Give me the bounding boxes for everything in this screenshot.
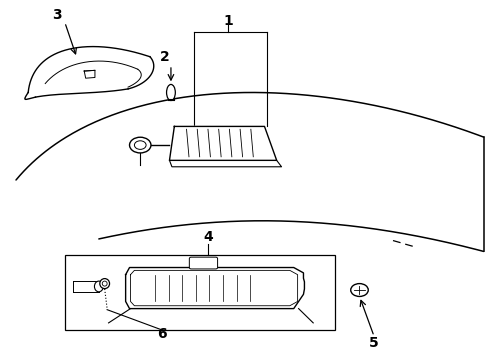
Circle shape (351, 284, 368, 296)
Text: 6: 6 (157, 327, 167, 341)
Ellipse shape (100, 279, 110, 289)
Bar (65, 255, 335, 330)
Polygon shape (170, 160, 282, 167)
Text: 3: 3 (52, 8, 62, 22)
FancyBboxPatch shape (189, 257, 218, 269)
Text: 5: 5 (369, 336, 379, 350)
Circle shape (129, 137, 151, 153)
Text: 1: 1 (223, 14, 233, 28)
Polygon shape (125, 267, 304, 309)
Text: 4: 4 (203, 230, 213, 244)
Ellipse shape (95, 281, 103, 292)
Polygon shape (170, 126, 277, 160)
Ellipse shape (167, 85, 175, 100)
Text: 2: 2 (160, 50, 170, 64)
